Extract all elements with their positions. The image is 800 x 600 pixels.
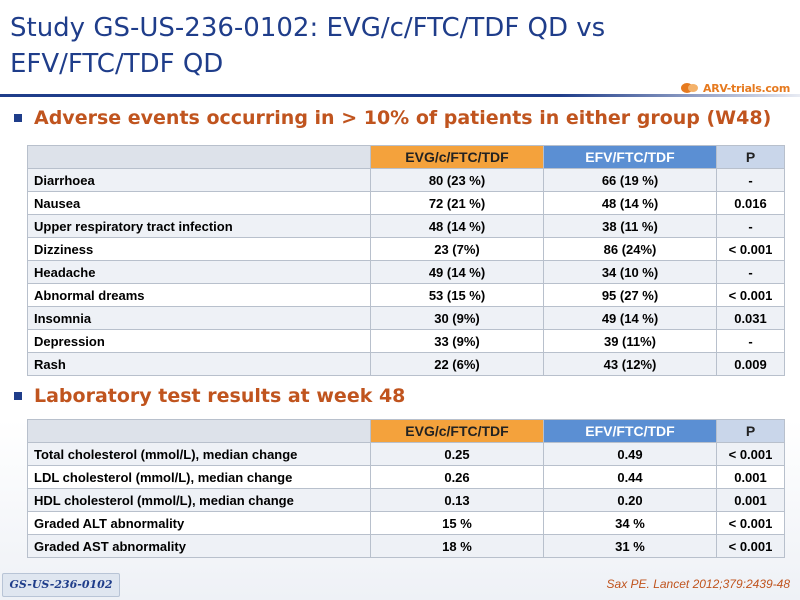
efv-value: 49 (14 %) — [543, 306, 717, 330]
header-blank — [27, 145, 371, 169]
evg-value: 0.26 — [370, 465, 544, 489]
evg-value: 33 (9%) — [370, 329, 544, 353]
table-row: Headache 49 (14 %) 34 (10 %) - — [27, 260, 785, 284]
arv-trials-logo: ARV-trials.com — [680, 78, 790, 98]
row-label: Abnormal dreams — [27, 283, 371, 307]
evg-value: 49 (14 %) — [370, 260, 544, 284]
p-value: - — [716, 329, 785, 353]
row-label: Dizziness — [27, 237, 371, 261]
row-label: Graded AST abnormality — [27, 534, 371, 558]
evg-value: 0.13 — [370, 488, 544, 512]
table-row: LDL cholesterol (mmol/L), median change 0… — [27, 465, 785, 489]
evg-value: 72 (21 %) — [370, 191, 544, 215]
p-value: < 0.001 — [716, 511, 785, 535]
efv-value: 66 (19 %) — [543, 168, 717, 192]
header-evg: EVG/c/FTC/TDF — [370, 419, 544, 443]
efv-value: 86 (24%) — [543, 237, 717, 261]
evg-value: 48 (14 %) — [370, 214, 544, 238]
citation: Sax PE. Lancet 2012;379:2439-48 — [606, 577, 790, 591]
logo-icon — [681, 83, 698, 93]
header-p: P — [716, 419, 785, 443]
p-value: 0.001 — [716, 465, 785, 489]
header-efv: EFV/FTC/TDF — [543, 419, 717, 443]
section-heading-lab-tests: Laboratory test results at week 48 — [14, 385, 405, 407]
p-value: 0.009 — [716, 352, 785, 376]
table-row: Rash 22 (6%) 43 (12%) 0.009 — [27, 352, 785, 376]
evg-value: 18 % — [370, 534, 544, 558]
row-label: Depression — [27, 329, 371, 353]
table-row: Abnormal dreams 53 (15 %) 95 (27 %) < 0.001 — [27, 283, 785, 307]
evg-value: 53 (15 %) — [370, 283, 544, 307]
section-heading-text: Adverse events occurring in > 10% of pat… — [34, 107, 772, 129]
study-id-tag: GS-US-236-0102 — [2, 573, 120, 597]
row-label: Headache — [27, 260, 371, 284]
header-evg: EVG/c/FTC/TDF — [370, 145, 544, 169]
table-row: Total cholesterol (mmol/L), median chang… — [27, 442, 785, 466]
row-label: Nausea — [27, 191, 371, 215]
efv-value: 0.49 — [543, 442, 717, 466]
table-header-row: EVG/c/FTC/TDF EFV/FTC/TDF P — [27, 419, 785, 443]
adverse-events-table: EVG/c/FTC/TDF EFV/FTC/TDF P Diarrhoea 80 … — [27, 145, 785, 376]
p-value: - — [716, 260, 785, 284]
efv-value: 48 (14 %) — [543, 191, 717, 215]
row-label: Insomnia — [27, 306, 371, 330]
logo-text: ARV-trials.com — [703, 81, 790, 95]
p-value: 0.001 — [716, 488, 785, 512]
row-label: Graded ALT abnormality — [27, 511, 371, 535]
header-p: P — [716, 145, 785, 169]
p-value: - — [716, 168, 785, 192]
table-row: Nausea 72 (21 %) 48 (14 %) 0.016 — [27, 191, 785, 215]
row-label: Rash — [27, 352, 371, 376]
slide-title: Study GS-US-236-0102: EVG/c/FTC/TDF QD v… — [10, 13, 606, 79]
lab-results-table: EVG/c/FTC/TDF EFV/FTC/TDF P Total choles… — [27, 419, 785, 558]
p-value: - — [716, 214, 785, 238]
efv-value: 0.44 — [543, 465, 717, 489]
table-row: Diarrhoea 80 (23 %) 66 (19 %) - — [27, 168, 785, 192]
evg-value: 0.25 — [370, 442, 544, 466]
efv-value: 31 % — [543, 534, 717, 558]
table-row: Depression 33 (9%) 39 (11%) - — [27, 329, 785, 353]
efv-value: 95 (27 %) — [543, 283, 717, 307]
evg-value: 80 (23 %) — [370, 168, 544, 192]
efv-value: 34 % — [543, 511, 717, 535]
table-row: Dizziness 23 (7%) 86 (24%) < 0.001 — [27, 237, 785, 261]
row-label: HDL cholesterol (mmol/L), median change — [27, 488, 371, 512]
row-label: Diarrhoea — [27, 168, 371, 192]
efv-value: 43 (12%) — [543, 352, 717, 376]
table-row: Upper respiratory tract infection 48 (14 … — [27, 214, 785, 238]
p-value: < 0.001 — [716, 283, 785, 307]
evg-value: 23 (7%) — [370, 237, 544, 261]
header-efv: EFV/FTC/TDF — [543, 145, 717, 169]
evg-value: 22 (6%) — [370, 352, 544, 376]
table-row: Graded AST abnormality 18 % 31 % < 0.001 — [27, 534, 785, 558]
title-underline — [0, 94, 800, 97]
row-label: Total cholesterol (mmol/L), median chang… — [27, 442, 371, 466]
section-heading-adverse-events: Adverse events occurring in > 10% of pat… — [14, 107, 771, 129]
row-label: LDL cholesterol (mmol/L), median change — [27, 465, 371, 489]
table-header-row: EVG/c/FTC/TDF EFV/FTC/TDF P — [27, 145, 785, 169]
evg-value: 30 (9%) — [370, 306, 544, 330]
square-bullet-icon — [14, 392, 22, 400]
efv-value: 39 (11%) — [543, 329, 717, 353]
table-row: Insomnia 30 (9%) 49 (14 %) 0.031 — [27, 306, 785, 330]
efv-value: 38 (11 %) — [543, 214, 717, 238]
efv-value: 34 (10 %) — [543, 260, 717, 284]
p-value: 0.031 — [716, 306, 785, 330]
p-value: < 0.001 — [716, 442, 785, 466]
efv-value: 0.20 — [543, 488, 717, 512]
p-value: 0.016 — [716, 191, 785, 215]
evg-value: 15 % — [370, 511, 544, 535]
p-value: < 0.001 — [716, 237, 785, 261]
table-row: Graded ALT abnormality 15 % 34 % < 0.001 — [27, 511, 785, 535]
row-label: Upper respiratory tract infection — [27, 214, 371, 238]
section-heading-text: Laboratory test results at week 48 — [34, 385, 406, 407]
p-value: < 0.001 — [716, 534, 785, 558]
header-blank — [27, 419, 371, 443]
table-row: HDL cholesterol (mmol/L), median change 0… — [27, 488, 785, 512]
square-bullet-icon — [14, 114, 22, 122]
